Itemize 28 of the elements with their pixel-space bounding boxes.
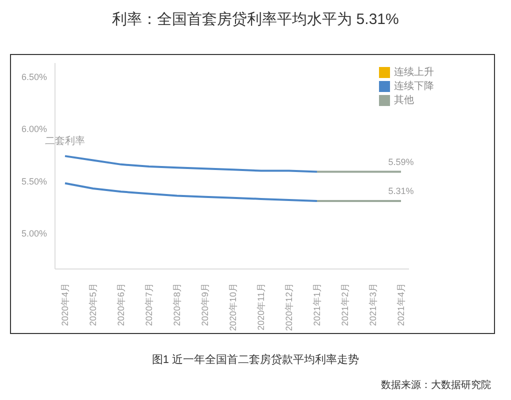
x-tick-label: 2020年10月 [228,283,238,332]
legend-label: 连续上升 [394,67,434,78]
legend-label: 连续下降 [394,81,434,92]
y-tick-label: 6.00% [21,124,47,134]
x-tick-label: 2021年2月 [340,283,350,326]
line-series [64,182,318,202]
x-tick-label: 2020年4月 [60,283,70,326]
y-tick-label: 5.00% [21,228,47,239]
y-tick-label: 5.50% [21,176,47,186]
x-tick-label: 2021年1月 [312,283,322,326]
line-series [64,155,318,173]
text: 图1 近一年全国首二套房贷款平均利率走势 [150,352,360,367]
x-tick-label: 2020年9月 [200,283,210,326]
source-note: 数据来源：大数据研究院 [381,378,491,392]
x-tick-label: 2021年4月 [396,283,406,326]
x-tick-label: 2020年5月 [88,283,98,326]
data-label: 5.59% [388,156,414,167]
x-tick-label: 2020年7月 [144,283,154,326]
legend-label: 其他 [394,95,414,106]
x-tick-label: 2020年12月 [284,283,294,332]
annotation: 二套利率 [45,135,85,148]
x-tick-label: 2020年8月 [172,283,182,326]
y-tick-label: 6.50% [21,72,47,82]
data-label: 5.31% [388,186,414,196]
chart-title: 利率：全国首套房贷利率平均水平为 5.31% [111,10,400,29]
x-tick-label: 2020年6月 [116,283,126,326]
x-tick-label: 2020年11月 [256,283,266,330]
x-tick-label: 2021年3月 [368,283,378,326]
